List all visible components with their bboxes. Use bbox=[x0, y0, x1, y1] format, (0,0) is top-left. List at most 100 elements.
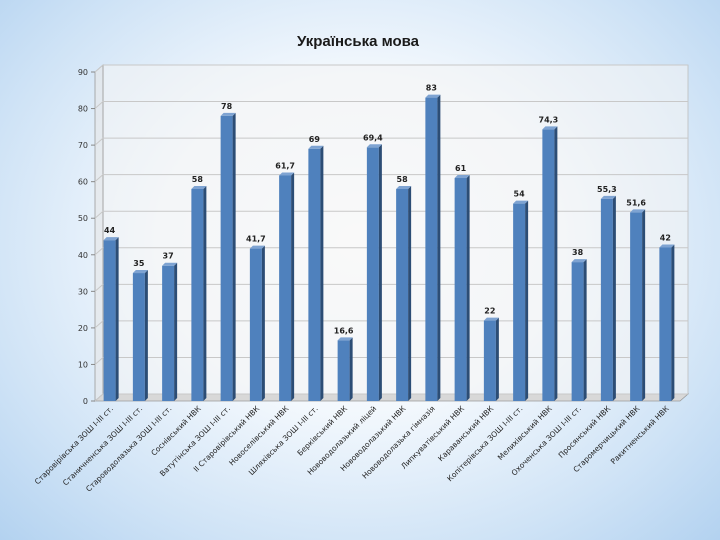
bar bbox=[483, 317, 499, 401]
bar-top bbox=[308, 145, 324, 149]
bar-top bbox=[366, 144, 382, 148]
chart-title: Українська мова bbox=[297, 33, 420, 50]
bar-side bbox=[349, 337, 353, 401]
bar bbox=[337, 337, 353, 401]
y-tick-label: 40 bbox=[78, 251, 88, 260]
y-tick-label: 50 bbox=[78, 214, 88, 223]
gridline bbox=[94, 210, 688, 219]
y-tick-label: 0 bbox=[83, 397, 88, 406]
bar-top bbox=[279, 172, 295, 176]
bar-top bbox=[659, 244, 675, 248]
bar-side bbox=[495, 317, 499, 401]
bar-side bbox=[291, 172, 295, 401]
gridline bbox=[94, 137, 688, 146]
bar-front bbox=[308, 148, 321, 401]
bar-front bbox=[337, 340, 350, 401]
gridlines bbox=[94, 64, 688, 402]
x-tick-label: Мелихівський НВК bbox=[496, 404, 554, 462]
data-label: 58 bbox=[192, 175, 204, 184]
back-wall bbox=[102, 64, 689, 395]
y-tick-label: 70 bbox=[78, 141, 88, 150]
floor bbox=[93, 393, 690, 402]
data-label: 35 bbox=[133, 259, 145, 268]
gridline bbox=[94, 174, 688, 183]
bar bbox=[630, 209, 646, 401]
data-label: 58 bbox=[397, 175, 409, 184]
bar-top bbox=[132, 270, 148, 274]
bar-side bbox=[554, 126, 558, 402]
y-tick-label: 20 bbox=[78, 324, 88, 333]
x-tick-label: Просянський НВК bbox=[557, 404, 613, 460]
bar-front bbox=[630, 212, 643, 401]
y-tick-label: 90 bbox=[78, 68, 88, 77]
bar bbox=[571, 259, 587, 401]
bar-front bbox=[366, 147, 379, 401]
bar bbox=[220, 112, 236, 401]
bar-side bbox=[612, 195, 616, 401]
bar-front bbox=[220, 115, 233, 401]
bar bbox=[308, 145, 324, 401]
data-label: 83 bbox=[426, 84, 437, 93]
plot-area bbox=[93, 64, 690, 402]
bar bbox=[600, 195, 616, 401]
bar-top bbox=[220, 112, 236, 116]
bar-top bbox=[600, 195, 616, 199]
bar-front bbox=[483, 320, 496, 401]
bar-side bbox=[642, 209, 646, 401]
x-tick-label: Соснівський НВК bbox=[149, 404, 203, 458]
y-tick-label: 60 bbox=[78, 178, 88, 187]
data-label: 37 bbox=[163, 252, 174, 261]
x-axis: Старовірівська ЗОШ І-ІІІ ст.Станичненськ… bbox=[33, 404, 671, 494]
data-label: 41,7 bbox=[246, 235, 266, 244]
bar-top bbox=[454, 175, 470, 179]
bar-side bbox=[232, 112, 236, 401]
bar bbox=[132, 270, 148, 401]
x-tick-label: Ракитненський НВК bbox=[609, 404, 671, 466]
y-tick-label: 80 bbox=[78, 105, 88, 114]
side-wall bbox=[94, 64, 104, 402]
gridline bbox=[94, 101, 688, 109]
bar-side bbox=[174, 262, 178, 401]
x-tick-label: Караванський НВК bbox=[436, 404, 496, 464]
bar bbox=[103, 237, 119, 401]
bar-top bbox=[162, 262, 178, 266]
data-label: 55,3 bbox=[597, 185, 617, 194]
data-label: 61 bbox=[455, 164, 467, 173]
bar bbox=[162, 262, 178, 401]
data-label: 44 bbox=[104, 226, 116, 235]
bar-front bbox=[279, 175, 292, 401]
bar bbox=[513, 200, 529, 401]
bar-top bbox=[483, 317, 499, 321]
bar-front bbox=[103, 240, 116, 401]
bar-top bbox=[630, 209, 646, 213]
bar-side bbox=[144, 270, 148, 401]
bar-side bbox=[466, 175, 470, 401]
y-tick-label: 10 bbox=[78, 360, 88, 369]
bar-front bbox=[454, 178, 467, 401]
bar-side bbox=[378, 144, 382, 401]
bar bbox=[249, 245, 265, 401]
data-label: 38 bbox=[572, 248, 584, 257]
bar-top bbox=[103, 237, 119, 241]
bar-top bbox=[425, 94, 441, 98]
bar-front bbox=[542, 129, 555, 402]
data-label: 69,4 bbox=[363, 133, 383, 142]
bar-front bbox=[513, 203, 526, 401]
bar-side bbox=[408, 185, 412, 401]
bar bbox=[425, 94, 441, 401]
data-label: 51,6 bbox=[626, 198, 646, 207]
bar-front bbox=[600, 198, 613, 401]
bar-side bbox=[115, 237, 119, 401]
bar bbox=[542, 126, 558, 402]
bar-side bbox=[261, 245, 265, 401]
bar-front bbox=[571, 262, 584, 401]
bar-front bbox=[425, 97, 438, 401]
bar-front bbox=[659, 247, 672, 401]
data-label: 78 bbox=[221, 102, 233, 111]
data-labels: 44 35 37 58 78 41,7 61,7 69 16,6 69,4 58 83 61 22 54 74… bbox=[104, 84, 671, 336]
gridline bbox=[94, 247, 688, 256]
bar bbox=[454, 175, 470, 401]
y-axis: 0 10 20 30 40 50 60 70 80 90 bbox=[78, 68, 95, 406]
data-label: 61,7 bbox=[275, 161, 295, 170]
